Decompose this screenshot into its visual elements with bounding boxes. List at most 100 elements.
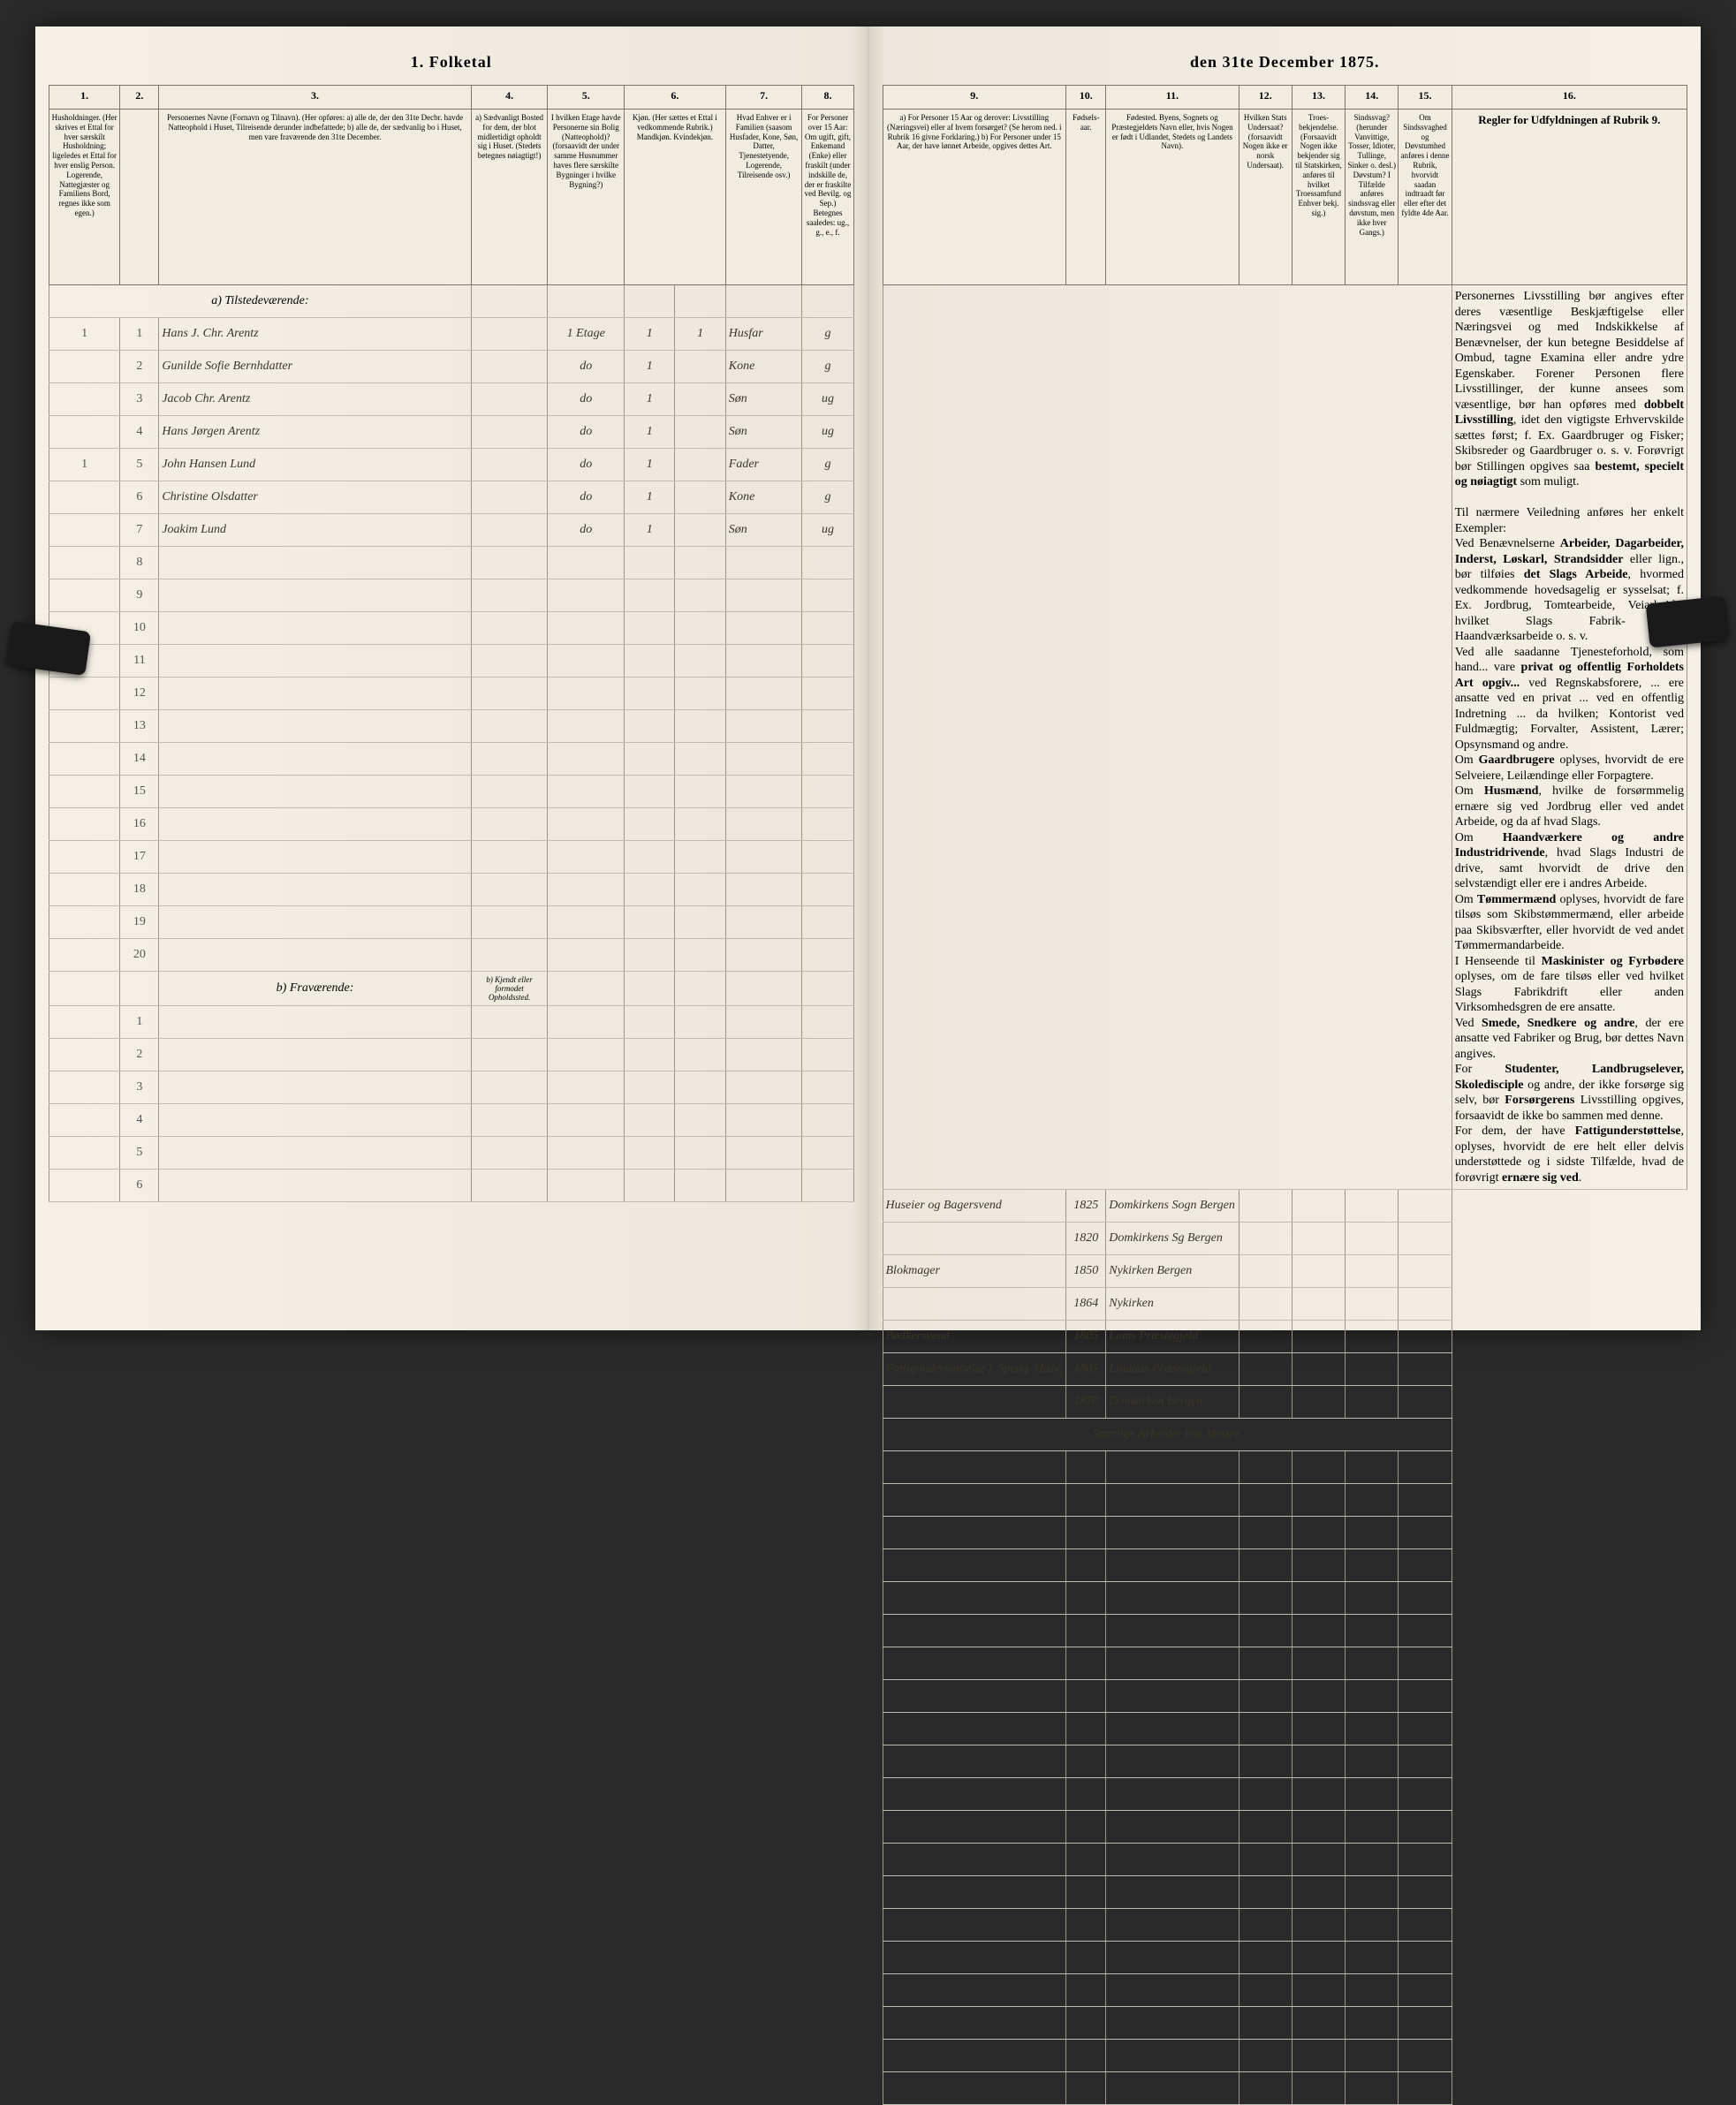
table-row: 3Jacob Chr. Arentzdo1Sønug — [49, 383, 854, 416]
table-row: 11 — [49, 645, 854, 678]
colnum-5: 5. — [548, 86, 625, 110]
rownum: 10 — [120, 612, 159, 645]
cell-6m: 1 — [625, 383, 675, 416]
cell-13 — [1292, 1353, 1345, 1386]
header-row-right: a) For Personer 15 Aar og derover: Livss… — [883, 110, 1687, 285]
cell-7: Husfar — [725, 318, 802, 351]
table-row: Fattigunderstøttelse f. Spedg. Husv.1805… — [883, 1353, 1687, 1386]
table-row — [883, 1517, 1687, 1549]
cell-6m: 1 — [625, 318, 675, 351]
table-row: 14 — [49, 743, 854, 776]
title-suffix: den 31te December 1875. — [1190, 53, 1380, 71]
cell-9: Blokmager — [883, 1255, 1066, 1288]
colnum-12: 12. — [1239, 86, 1292, 110]
cell-8: ug — [802, 416, 853, 449]
cell-hh: 1 — [49, 449, 120, 481]
cell-13 — [1292, 1190, 1345, 1223]
table-row — [883, 2072, 1687, 2105]
cell-13 — [1292, 1255, 1345, 1288]
cell-name: Hans Jørgen Arentz — [159, 416, 471, 449]
left-blank-b: 123456 — [49, 1006, 854, 1202]
table-row: Huseier og Bagersvend1825Domkirkens Sogn… — [883, 1190, 1687, 1223]
cell-hh — [49, 416, 120, 449]
cell-name: Christine Olsdatter — [159, 481, 471, 514]
colnum-13: 13. — [1292, 86, 1345, 110]
cell-12 — [1239, 1321, 1292, 1353]
table-row — [883, 2007, 1687, 2040]
cell-12 — [1239, 1190, 1292, 1223]
rownum: 5 — [120, 1137, 159, 1170]
colnum-16: 16. — [1452, 86, 1687, 110]
cell-5: do — [548, 449, 625, 481]
cell-6m: 1 — [625, 449, 675, 481]
cell-6m: 1 — [625, 416, 675, 449]
table-row: 1820Domkirkens Sg Bergen — [883, 1223, 1687, 1255]
colnum-14: 14. — [1346, 86, 1399, 110]
section-b-note: b) Kjendt eller formodet Opholdssted. — [471, 972, 548, 1006]
cell-15 — [1399, 1321, 1452, 1353]
table-row: 9 — [49, 579, 854, 612]
table-row: 5 — [49, 1137, 854, 1170]
section-b-row: b) Fraværende: b) Kjendt eller formodet … — [49, 972, 854, 1006]
cell-12 — [1239, 1223, 1292, 1255]
cell-hh: 1 — [49, 318, 120, 351]
table-row: 1 — [49, 1006, 854, 1039]
colnum-8: 8. — [802, 86, 853, 110]
table-row: 12 — [49, 678, 854, 710]
cell-4 — [471, 383, 548, 416]
cell-6m: 1 — [625, 351, 675, 383]
cell-12 — [1239, 1288, 1292, 1321]
cell-n: 5 — [120, 449, 159, 481]
cell-6k — [675, 481, 725, 514]
note-row: Samtlige Arbeider hos Mestre. — [883, 1419, 1687, 1451]
cell-5: do — [548, 481, 625, 514]
cell-name: Hans J. Chr. Arentz — [159, 318, 471, 351]
cell-6k: 1 — [675, 318, 725, 351]
cell-4 — [471, 351, 548, 383]
cell-10: 1850 — [1066, 1255, 1106, 1288]
table-row — [883, 2040, 1687, 2072]
cell-15 — [1399, 1386, 1452, 1419]
colnum-row-right: 9. 10. 11. 12. 13. 14. 15. 16. — [883, 86, 1687, 110]
header-10: Fødsels-aar. — [1066, 110, 1106, 285]
cell-13 — [1292, 1321, 1345, 1353]
table-row: 2Gunilde Sofie Bernhdatterdo1Koneg — [49, 351, 854, 383]
header-row-left: Husholdninger. (Her skrives et Ettal for… — [49, 110, 854, 285]
table-row — [883, 1549, 1687, 1582]
cell-6m: 1 — [625, 481, 675, 514]
rownum: 14 — [120, 743, 159, 776]
cell-n: 7 — [120, 514, 159, 547]
cell-11: Loms Præstegjeld — [1106, 1321, 1239, 1353]
colnum-3: 3. — [159, 86, 471, 110]
cell-15 — [1399, 1223, 1452, 1255]
cell-14 — [1346, 1190, 1399, 1223]
header-12: Hvilken Stats Undersaat? (forsaavidt Nog… — [1239, 110, 1292, 285]
section-a-label: a) Tilstedeværende: — [49, 285, 472, 318]
ledger-table-right: 9. 10. 11. 12. 13. 14. 15. 16. a) For Pe… — [883, 85, 1688, 2105]
table-row: 1864Nykirken — [883, 1288, 1687, 1321]
cell-name: Gunilde Sofie Bernhdatter — [159, 351, 471, 383]
table-row — [883, 1615, 1687, 1647]
binder-clip-right — [1646, 596, 1730, 648]
cell-14 — [1346, 1288, 1399, 1321]
page-title-left: 1. Folketal — [49, 53, 854, 72]
colnum-15: 15. — [1399, 86, 1452, 110]
cell-13 — [1292, 1386, 1345, 1419]
cell-7: Kone — [725, 481, 802, 514]
cell-14 — [1346, 1386, 1399, 1419]
cell-4 — [471, 318, 548, 351]
cell-11: Lindaas Præstegjeld — [1106, 1353, 1239, 1386]
cell-14 — [1346, 1353, 1399, 1386]
rownum: 16 — [120, 808, 159, 841]
table-row — [883, 1778, 1687, 1811]
colnum-row: 1. 2. 3. 4. 5. 6. 7. 8. — [49, 86, 854, 110]
table-row — [883, 1484, 1687, 1517]
cell-11: Domkirken Bergen — [1106, 1386, 1239, 1419]
cell-8: g — [802, 481, 853, 514]
table-row — [883, 1974, 1687, 2007]
table-row: 15John Hansen Lunddo1Faderg — [49, 449, 854, 481]
cell-5: 1 Etage — [548, 318, 625, 351]
cell-9: Huseier og Bagersvend — [883, 1190, 1066, 1223]
cell-9 — [883, 1386, 1066, 1419]
cell-7: Søn — [725, 383, 802, 416]
